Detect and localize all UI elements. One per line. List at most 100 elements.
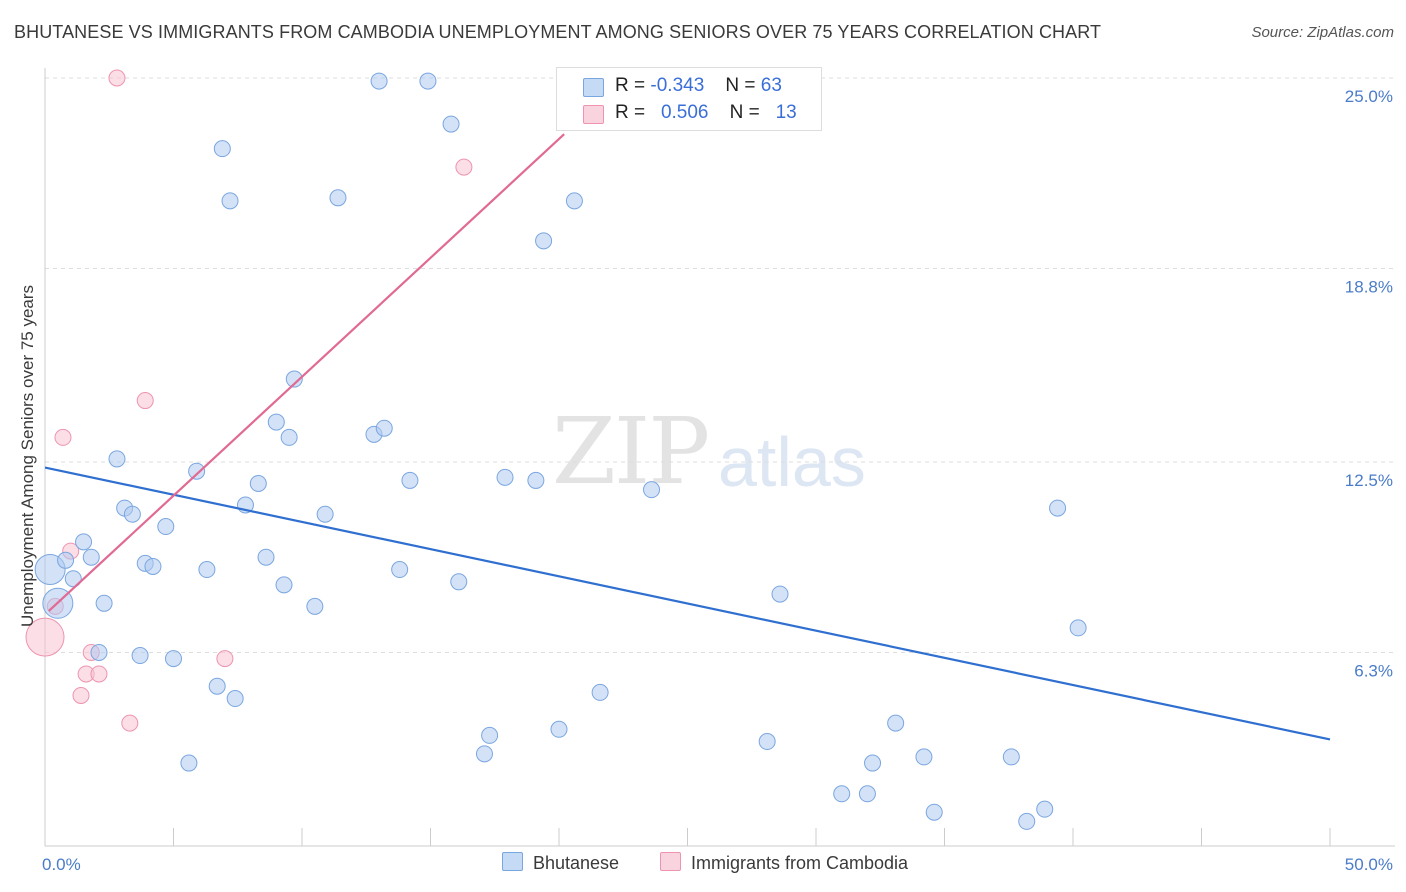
legend-n-value: 63 [760,75,782,96]
data-point-cambodia[interactable] [54,428,72,446]
data-point-bhutanese[interactable] [1069,619,1087,637]
series-cambodia-points [25,69,473,732]
data-point-bhutanese[interactable] [144,557,162,575]
data-point-bhutanese[interactable] [858,785,876,803]
data-point-bhutanese[interactable] [82,548,100,566]
data-point-cambodia[interactable] [72,686,90,704]
data-point-bhutanese[interactable] [442,115,460,133]
legend-swatch-blue [583,78,604,97]
data-point-cambodia[interactable] [108,69,126,87]
data-point-cambodia[interactable] [25,617,65,657]
data-point-cambodia[interactable] [90,665,108,683]
ticks: 6.3% 12.5% 18.8% 25.0% 0.0% 50.0% [42,87,1393,874]
data-point-bhutanese[interactable] [591,683,609,701]
data-point-bhutanese[interactable] [95,594,113,612]
y-tick-label: 6.3% [1354,661,1393,680]
stats-legend: R = -0.343 N = 63 R = 0.506 N = 13 [556,67,822,131]
data-point-bhutanese[interactable] [165,650,182,668]
data-point-bhutanese[interactable] [316,505,334,523]
data-point-bhutanese[interactable] [280,428,298,446]
data-point-bhutanese[interactable] [257,548,275,566]
data-point-bhutanese[interactable] [758,733,776,751]
y-tick-label: 12.5% [1345,471,1393,490]
y-tick-label: 25.0% [1345,87,1393,106]
data-point-bhutanese[interactable] [833,785,851,803]
data-point-bhutanese[interactable] [771,585,789,603]
source-label: Source: ZipAtlas.com [1251,24,1394,41]
data-point-bhutanese[interactable] [90,643,108,661]
axes [44,68,1395,847]
data-point-bhutanese[interactable] [419,72,437,90]
y-axis-title: Unemployment Among Seniors over 75 years [18,285,37,627]
data-point-bhutanese[interactable] [198,561,216,579]
data-point-bhutanese[interactable] [527,471,545,489]
data-point-bhutanese[interactable] [565,192,583,210]
watermark-zip: ZIP [552,398,710,505]
bottom-legend-swatch-blue [502,852,523,871]
data-point-bhutanese[interactable] [131,647,149,665]
legend-n-label: N = [725,75,756,96]
data-point-bhutanese[interactable] [226,690,244,708]
data-point-bhutanese[interactable] [1002,748,1020,766]
x-tick-label: 0.0% [42,855,81,874]
data-point-bhutanese[interactable] [643,481,661,499]
data-point-bhutanese[interactable] [188,462,206,480]
data-point-bhutanese[interactable] [1036,800,1054,818]
data-point-bhutanese[interactable] [208,677,226,695]
trend-line-cambodia [48,133,565,612]
data-point-bhutanese[interactable] [75,533,93,551]
y-tick-label: 18.8% [1345,277,1393,296]
bottom-legend-label-cambodia: Immigrants from Cambodia [691,853,909,873]
legend-n-value: 13 [775,102,797,123]
trend-line-bhutanese [44,466,1331,741]
legend-n-label: N = [729,102,760,123]
bottom-legend-swatch-pink [660,852,681,871]
data-point-bhutanese[interactable] [108,450,126,468]
data-point-bhutanese[interactable] [925,803,943,821]
data-point-bhutanese[interactable] [475,745,493,763]
bottom-legend-label-bhutanese: Bhutanese [533,853,620,873]
legend-r-value: -0.343 [650,75,705,96]
data-point-bhutanese[interactable] [1018,812,1036,830]
data-point-cambodia[interactable] [136,392,154,410]
data-point-bhutanese[interactable] [375,419,393,437]
data-point-bhutanese[interactable] [285,370,303,388]
data-point-bhutanese[interactable] [267,413,285,431]
bottom-legend-cambodia[interactable]: Immigrants from Cambodia [660,852,908,874]
data-point-bhutanese[interactable] [1049,499,1067,517]
data-point-bhutanese[interactable] [391,561,409,579]
data-point-bhutanese[interactable] [64,570,82,588]
data-point-bhutanese[interactable] [123,505,141,523]
data-point-bhutanese[interactable] [481,726,499,744]
data-point-bhutanese[interactable] [329,189,347,207]
data-point-bhutanese[interactable] [550,720,568,738]
data-point-bhutanese[interactable] [887,714,905,732]
legend-r-label: R = [615,75,646,96]
legend-r-value: 0.506 [660,102,709,123]
bottom-legend-bhutanese[interactable]: Bhutanese [502,852,619,874]
legend-swatch-pink [583,105,604,124]
data-point-bhutanese[interactable] [450,573,468,591]
data-point-bhutanese[interactable] [864,754,882,772]
chart-title: BHUTANESE VS IMMIGRANTS FROM CAMBODIA UN… [14,22,1102,42]
data-point-bhutanese[interactable] [180,754,198,772]
data-point-bhutanese[interactable] [535,232,553,250]
series-bhutanese-points [34,72,1087,830]
grid-lines [45,77,1395,653]
data-point-bhutanese[interactable] [401,471,419,489]
data-point-cambodia[interactable] [121,714,139,732]
data-point-bhutanese[interactable] [275,576,293,594]
x-tick-label: 50.0% [1345,855,1393,874]
data-point-cambodia[interactable] [216,650,234,668]
data-point-bhutanese[interactable] [213,140,231,158]
data-point-bhutanese[interactable] [915,748,933,766]
data-point-bhutanese[interactable] [306,597,324,615]
data-point-bhutanese[interactable] [370,72,388,90]
data-point-bhutanese[interactable] [249,475,267,493]
data-point-bhutanese[interactable] [57,551,75,569]
data-point-cambodia[interactable] [455,158,473,176]
data-point-bhutanese[interactable] [496,468,514,486]
data-point-bhutanese[interactable] [157,518,175,536]
data-point-bhutanese[interactable] [221,192,239,210]
